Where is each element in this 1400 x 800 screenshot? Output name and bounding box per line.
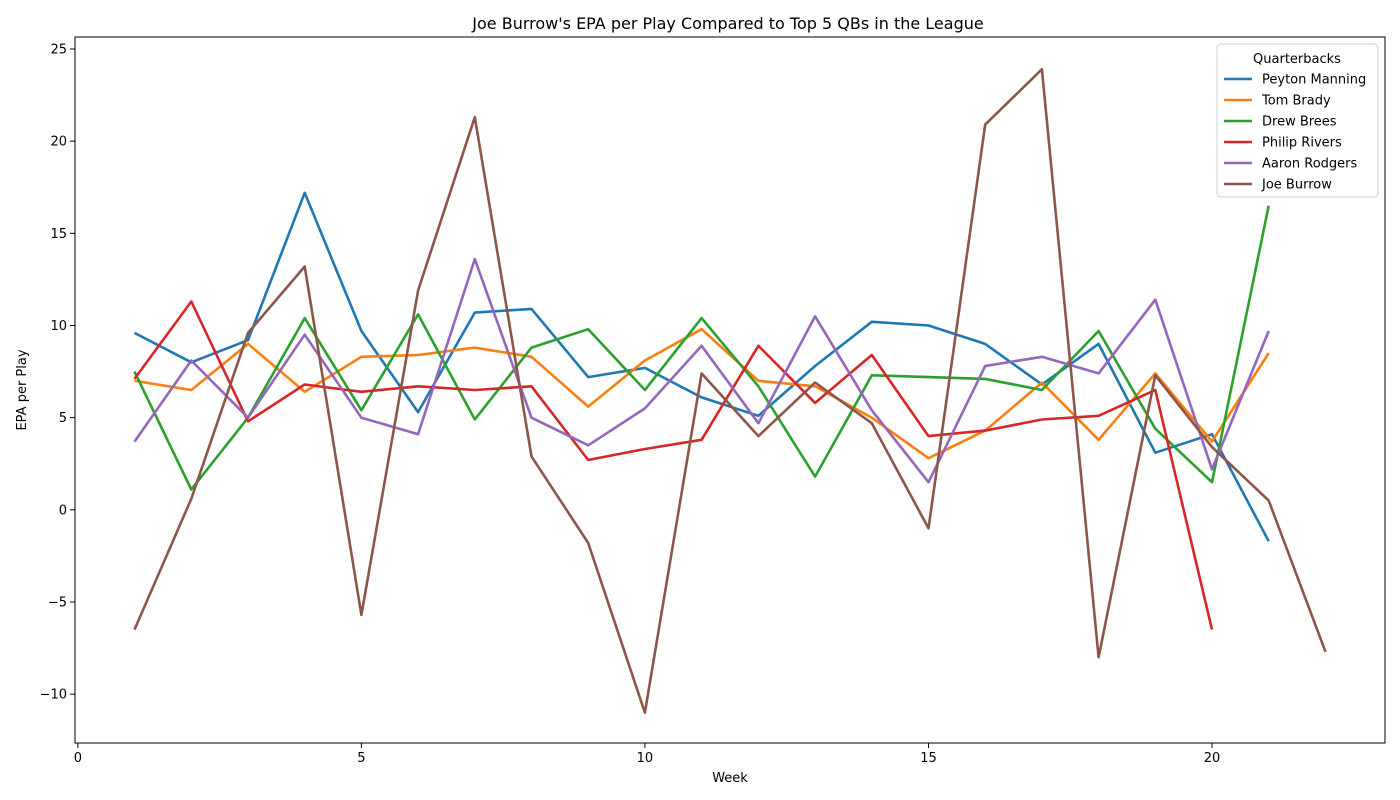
legend-label-peyton-manning: Peyton Manning [1262,73,1366,88]
y-tick-label: 0 [59,503,67,518]
x-tick-label: 10 [637,751,654,766]
x-tick-label: 5 [357,751,365,766]
x-axis-ticks: 0 5 10 15 20 [74,743,1221,766]
legend-items: Peyton Manning Tom Brady Drew Brees Philip … [1224,73,1366,193]
legend-label-aaron-rodgers: Aaron Rodgers [1262,157,1357,172]
series-line-philip-rivers [133,300,1214,630]
legend: Quarterbacks Peyton Manning Tom Brady Drew… [1216,43,1379,198]
legend-label-drew-brees: Drew Brees [1262,115,1337,130]
x-tick-label: 20 [1204,751,1221,766]
series-line-joe-burrow [133,68,1327,714]
y-tick-label: 20 [50,135,67,150]
plot-frame [74,36,1386,744]
y-axis-ticks: −10 −5 0 5 10 15 20 25 [40,42,75,703]
y-tick-label: 15 [50,227,67,242]
legend-label-philip-rivers: Philip Rivers [1262,136,1342,151]
x-tick-label: 15 [920,751,937,766]
series-line-aaron-rodgers [133,257,1270,484]
chart-title: Joe Burrow's EPA per Play Compared to To… [471,14,983,33]
y-axis-label: EPA per Play [15,349,30,430]
x-tick-label: 0 [74,751,82,766]
series-line-drew-brees [133,205,1270,491]
legend-label-joe-burrow: Joe Burrow [1261,178,1332,193]
y-tick-label: −10 [40,688,67,703]
y-tick-label: 10 [50,319,67,334]
y-tick-label: 5 [59,411,67,426]
y-tick-label: −5 [48,595,67,610]
series-line-peyton-manning [133,191,1270,542]
x-axis-label: Week [712,771,748,786]
legend-title: Quarterbacks [1253,52,1341,67]
plot-lines [133,68,1327,714]
y-tick-label: 25 [50,42,67,57]
legend-label-tom-brady: Tom Brady [1261,94,1331,109]
legend-box [1216,43,1379,198]
